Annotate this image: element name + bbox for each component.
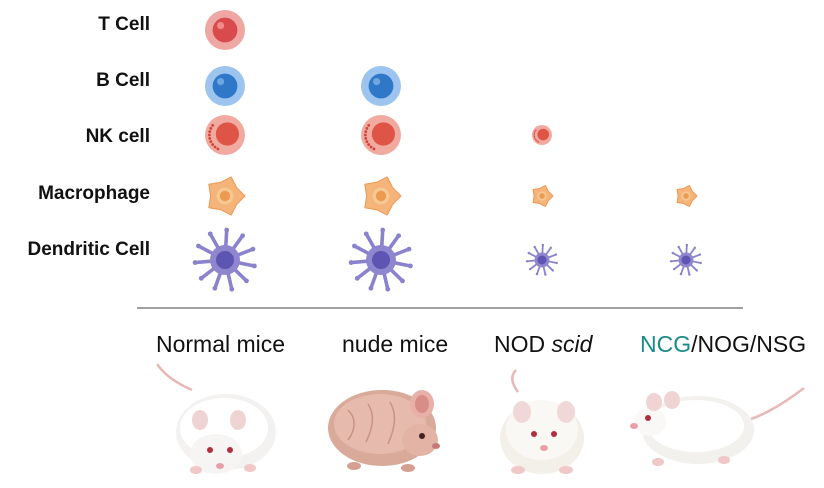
row-label-nk-cell: NK cell — [85, 126, 150, 147]
row-label-dendritic-cell: Dendritic Cell — [27, 239, 150, 260]
strain-label-nude: nude mice — [342, 331, 449, 357]
dendritic-cell-icon — [348, 227, 413, 292]
nk-cell-icon — [361, 115, 401, 155]
mouse-icon — [500, 369, 584, 474]
strain-label-nod-scid: NOD scid — [494, 330, 592, 358]
dendritic-cell-icon — [192, 227, 257, 292]
strain-label-normal: Normal mice — [156, 331, 286, 357]
strain-label-ncg-rest: /NOG/NSG — [691, 331, 807, 357]
row-label-macrophage: Macrophage — [38, 183, 150, 204]
macrophage-icon — [532, 185, 554, 207]
row-label-t-cell: T Cell — [98, 14, 150, 35]
row-label-b-cell: B Cell — [96, 70, 150, 91]
macrophage-icon — [364, 176, 402, 216]
strain-label-nod-prefix: NOD — [494, 331, 552, 357]
strain-label-scid: scid — [551, 331, 593, 357]
nk-cell-icon — [205, 115, 245, 155]
mouse-icon — [155, 363, 276, 474]
mouse-icon — [328, 390, 440, 472]
macrophage-icon — [676, 185, 698, 207]
b-cell-icon — [361, 66, 401, 106]
dendritic-cell-icon — [525, 243, 558, 276]
dendritic-cell-icon — [669, 243, 702, 276]
mouse-icon — [630, 387, 805, 466]
t-cell-icon — [205, 10, 245, 50]
strain-label-ncg-highlight: NCG — [640, 331, 692, 357]
nk-cell-icon — [532, 125, 552, 145]
divider — [137, 307, 743, 309]
strain-label-ncg: NCG/NOG/NSG — [640, 330, 806, 358]
macrophage-icon — [208, 176, 246, 216]
b-cell-icon — [205, 66, 245, 106]
